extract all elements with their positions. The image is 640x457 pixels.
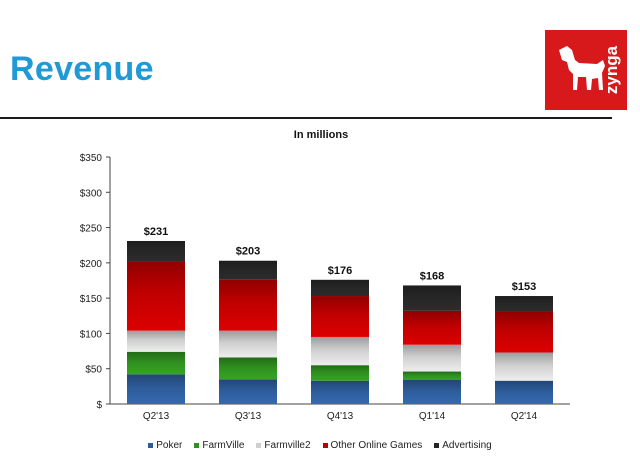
- total-label: $231: [144, 226, 168, 238]
- legend-label: Advertising: [442, 439, 492, 451]
- bar-segment: [495, 311, 553, 353]
- total-labels: $231 $203 $176 $168 $153: [144, 226, 536, 293]
- x-axis: Q2'13 Q3'13 Q4'13 Q1'14 Q2'14: [110, 403, 570, 422]
- bar-segment: [219, 379, 277, 404]
- legend-swatch: [148, 442, 154, 448]
- x-tick-label: Q1'14: [419, 411, 446, 422]
- y-tick-label: $100: [80, 329, 103, 340]
- bar-segment: [127, 261, 185, 331]
- y-tick-label: $50: [85, 365, 102, 376]
- legend-item: Other Online Games: [322, 439, 423, 451]
- legend: Poker FarmVille Farmville2 Other Online Gam…: [0, 437, 640, 453]
- zynga-logo: zynga: [545, 30, 627, 110]
- logo-text: zynga: [602, 45, 621, 94]
- y-tick-label: $250: [80, 224, 103, 235]
- legend-swatch: [434, 442, 440, 448]
- legend-label: Farmville2: [264, 439, 311, 451]
- total-label: $203: [236, 246, 260, 258]
- bar-segment: [403, 285, 461, 311]
- slide-title: Revenue: [10, 50, 154, 88]
- legend-item: Poker: [148, 440, 182, 451]
- y-axis: $ $50 $100 $150 $200 $250 $300 $350: [80, 153, 111, 411]
- bar-segment: [311, 380, 369, 404]
- y-tick-label: $200: [80, 259, 103, 270]
- bar-segment: [219, 279, 277, 331]
- bar-segment: [403, 371, 461, 381]
- bar-segment: [403, 380, 461, 404]
- legend-swatch: [256, 442, 262, 448]
- legend-item: Advertising: [434, 439, 492, 451]
- bar-segment: [495, 380, 553, 404]
- y-tick-label: $350: [80, 153, 103, 164]
- bar-segment: [495, 296, 553, 312]
- x-tick-label: Q4'13: [327, 411, 354, 422]
- total-label: $168: [420, 270, 444, 282]
- legend-swatch: [194, 442, 200, 448]
- bars: [127, 240, 553, 404]
- chart-title: In millions: [294, 129, 348, 141]
- bar-segment: [127, 374, 185, 404]
- y-tick-label: $: [96, 400, 102, 411]
- bar-segment: [311, 336, 369, 366]
- legend-label: Other Online Games: [330, 439, 423, 451]
- total-label: $153: [512, 281, 536, 293]
- title-divider: [0, 117, 612, 119]
- y-tick-label: $300: [80, 188, 103, 199]
- bar-segment: [311, 365, 369, 381]
- legend-label: Poker: [156, 439, 183, 451]
- total-label: $176: [328, 265, 352, 277]
- bar-segment: [311, 279, 369, 297]
- bar-segment: [219, 330, 277, 358]
- bar-segment: [403, 344, 461, 372]
- legend-swatch: [322, 442, 328, 448]
- bar-segment: [495, 352, 553, 381]
- dog-icon: [559, 46, 605, 90]
- x-tick-label: Q2'13: [143, 411, 170, 422]
- legend-label: FarmVille: [202, 439, 245, 451]
- y-tick-label: $150: [80, 294, 103, 305]
- bar-segment: [311, 296, 369, 337]
- bar-segment: [219, 260, 277, 280]
- x-tick-label: Q3'13: [235, 411, 262, 422]
- x-tick-label: Q2'14: [511, 411, 538, 422]
- legend-item: Farmville2: [256, 439, 311, 451]
- bar-segment: [403, 310, 461, 345]
- bar-segment: [127, 330, 185, 352]
- bar-segment: [127, 240, 185, 262]
- legend-item: FarmVille: [194, 440, 244, 451]
- bar-segment: [219, 357, 277, 380]
- bar-segment: [127, 351, 185, 375]
